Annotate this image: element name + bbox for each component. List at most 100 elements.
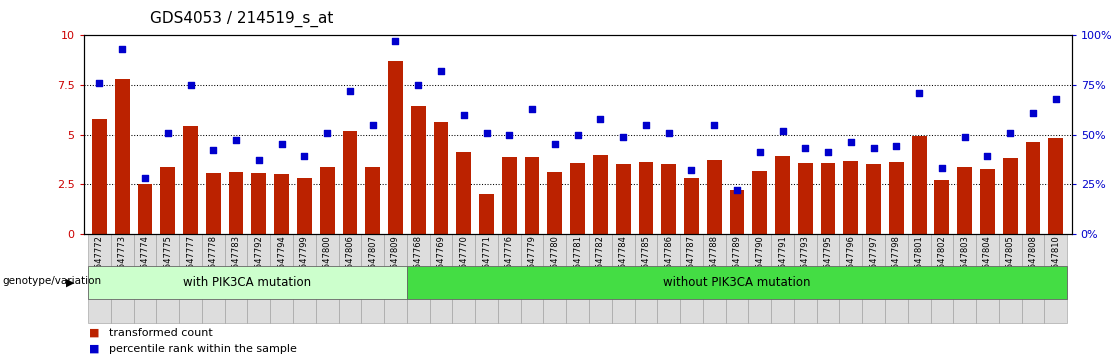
Bar [179, 234, 202, 323]
Point [204, 148, 222, 153]
Point [546, 142, 564, 147]
Text: transformed count: transformed count [109, 328, 213, 338]
Bar [1022, 234, 1044, 323]
Point [1047, 96, 1065, 102]
Bar [775, 156, 790, 234]
Bar [407, 234, 430, 323]
Bar [821, 163, 836, 234]
Bar [92, 119, 107, 234]
Bar [794, 234, 817, 323]
Text: ▶: ▶ [66, 277, 75, 287]
Bar [365, 167, 380, 234]
Bar [134, 234, 156, 323]
Bar [593, 155, 608, 234]
Bar [271, 234, 293, 323]
Bar [570, 163, 585, 234]
Point [227, 138, 245, 143]
Point [341, 88, 359, 94]
Bar [1026, 142, 1040, 234]
Point [956, 134, 974, 139]
Point [683, 167, 701, 173]
Bar [339, 234, 361, 323]
Bar [433, 122, 449, 234]
Point [864, 145, 882, 151]
Point [729, 187, 746, 193]
Bar [1048, 138, 1063, 234]
Bar [361, 234, 384, 323]
Bar [206, 173, 221, 234]
Bar [479, 194, 494, 234]
Bar [457, 152, 471, 234]
Bar [274, 174, 289, 234]
Bar [202, 234, 225, 323]
Bar [525, 157, 539, 234]
Bar [183, 126, 198, 234]
Point [934, 165, 951, 171]
Text: GDS4053 / 214519_s_at: GDS4053 / 214519_s_at [150, 11, 334, 27]
Bar [930, 234, 954, 323]
Bar [840, 234, 862, 323]
Point [842, 139, 860, 145]
Bar [725, 234, 749, 323]
Point [478, 130, 496, 135]
Bar [843, 161, 858, 234]
Bar [247, 234, 271, 323]
Bar [589, 234, 612, 323]
Bar [520, 234, 544, 323]
FancyBboxPatch shape [88, 266, 407, 299]
Point [136, 175, 154, 181]
Point [1001, 130, 1019, 135]
Point [500, 132, 518, 137]
Bar [498, 234, 520, 323]
Bar [342, 131, 358, 234]
Bar [544, 234, 566, 323]
Bar [297, 178, 312, 234]
Point [432, 68, 450, 74]
Bar [999, 234, 1022, 323]
Bar [228, 172, 244, 234]
Point [637, 122, 655, 127]
Bar [566, 234, 589, 323]
Bar [476, 234, 498, 323]
Bar [411, 106, 426, 234]
Bar [315, 234, 339, 323]
Bar [320, 167, 334, 234]
Bar [115, 79, 129, 234]
Bar [976, 234, 999, 323]
Point [295, 154, 313, 159]
Point [273, 142, 291, 147]
Bar [225, 234, 247, 323]
FancyBboxPatch shape [407, 266, 1067, 299]
Bar [911, 136, 927, 234]
Point [978, 154, 996, 159]
Point [250, 158, 267, 163]
Bar [980, 169, 995, 234]
Bar [138, 184, 153, 234]
Bar [452, 234, 476, 323]
Bar [862, 234, 885, 323]
Text: percentile rank within the sample: percentile rank within the sample [109, 344, 297, 354]
Bar [867, 164, 881, 234]
Point [705, 122, 723, 127]
Bar [889, 162, 903, 234]
Bar [684, 178, 698, 234]
Bar [160, 167, 175, 234]
Bar [730, 190, 744, 234]
Point [568, 132, 586, 137]
Bar [657, 234, 680, 323]
Point [592, 116, 609, 121]
Point [819, 149, 837, 155]
Bar [662, 164, 676, 234]
Bar [638, 162, 653, 234]
Text: with PIK3CA mutation: with PIK3CA mutation [184, 276, 312, 289]
Bar [935, 180, 949, 234]
Bar [885, 234, 908, 323]
Bar [752, 171, 768, 234]
Bar [430, 234, 452, 323]
Point [614, 134, 632, 139]
Bar [706, 160, 722, 234]
Point [773, 128, 791, 133]
Bar [957, 167, 973, 234]
Bar [502, 157, 517, 234]
Bar [111, 234, 134, 323]
